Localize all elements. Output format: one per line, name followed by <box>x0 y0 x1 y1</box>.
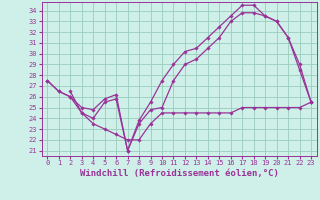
X-axis label: Windchill (Refroidissement éolien,°C): Windchill (Refroidissement éolien,°C) <box>80 169 279 178</box>
